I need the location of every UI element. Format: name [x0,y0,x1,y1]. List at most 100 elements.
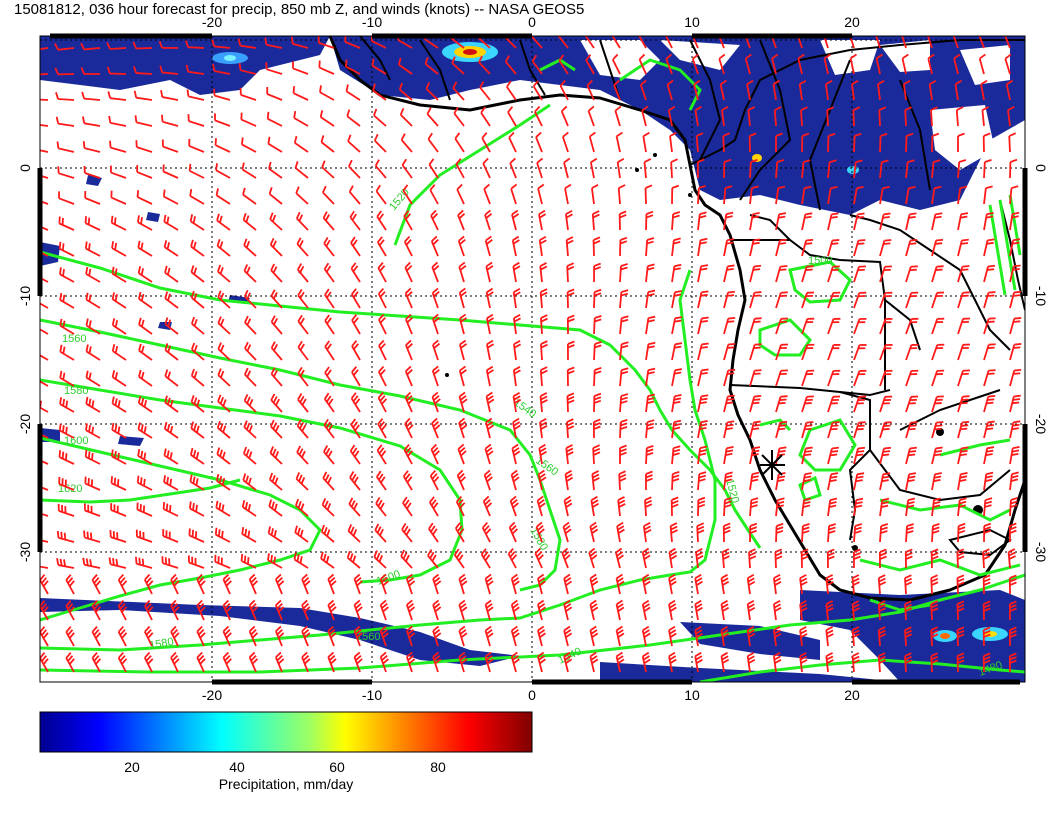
wind-barb [222,573,232,595]
wind-barb [539,392,548,413]
wind-barb [749,238,761,257]
wind-barb [954,79,962,101]
wind-barb [983,497,993,517]
wind-barb [485,261,494,283]
wind-barb [84,216,101,231]
wind-barb [376,210,387,231]
wind-barb [217,264,231,283]
wind-barb [721,548,730,569]
wind-barb [744,36,751,49]
contour-label: 1580 [148,636,174,652]
wind-barb [905,265,918,283]
wind-barb [294,525,309,543]
wind-barb [432,339,441,361]
wind-barb [643,158,652,179]
wind-barb [982,626,991,647]
wind-barb [586,79,595,101]
wind-barb [427,549,439,569]
wind-barb [775,265,788,283]
wind-barb [40,302,49,309]
wind-barb [429,184,439,205]
wind-barb [801,238,814,257]
wind-barb [40,380,49,387]
wind-barb [270,315,283,335]
wind-barb [348,159,361,179]
wind-barb [59,344,75,361]
wind-barb [956,574,965,595]
wind-barb [214,138,231,153]
wind-barb [645,263,655,283]
wind-barb [482,157,491,179]
wind-barb [109,140,127,153]
wind-barb [511,443,521,465]
wind-barb [133,66,153,75]
wind-barb [512,287,521,309]
wind-barb [241,162,257,179]
wind-barb [406,573,416,595]
wind-barb [270,419,283,439]
wind-barb [801,472,812,491]
wind-barb [875,53,883,75]
wind-barb [244,341,257,361]
wind-barb [749,420,761,439]
wind-barb [54,43,75,51]
wind-barb [297,288,309,309]
wind-barb [351,314,361,335]
wind-barb [534,547,544,569]
wind-barb [957,185,968,205]
wind-barb [560,105,569,127]
wind-barb [185,64,205,75]
wind-barb [879,212,891,231]
wind-barb [982,574,991,595]
wind-barb [85,396,101,413]
wind-barb [801,265,814,283]
wind-barb [509,495,519,517]
wind-barb [801,212,813,231]
wind-barb [190,316,205,335]
wind-barb [749,522,758,543]
wind-barb [319,110,335,127]
wind-barb [297,393,309,413]
wind-barb [645,210,654,231]
wind-barb [801,446,813,465]
wind-barb [377,287,387,309]
wind-barb [215,188,231,205]
wind-barb [240,137,257,153]
wind-barb [243,289,257,309]
wind-barb [824,80,833,101]
wind-barb [585,54,595,75]
wind-barb [111,318,127,335]
wind-barb [931,497,941,517]
wind-barb [694,105,702,127]
wind-barb [849,53,857,75]
wind-barb [297,340,309,361]
wind-barb [589,599,599,621]
wind-barb [91,600,102,621]
wind-barb [559,80,569,101]
contour-label: 1580 [64,385,88,397]
wind-barb [110,190,127,205]
wind-barb [237,38,257,49]
wind-barb [267,553,283,569]
wind-barb [275,599,285,621]
wind-barb [458,391,468,413]
wind-barb [593,314,602,335]
wind-barb [775,159,785,179]
wind-barb [1008,600,1017,621]
wind-barb [82,557,101,569]
wind-barb [170,651,180,673]
wind-barb [134,115,153,127]
wind-barb [59,318,75,335]
wind-barb [589,573,599,595]
wind-barb [853,395,867,413]
wind-barb [566,288,575,309]
wind-barb [270,289,283,309]
wind-barb [801,497,811,517]
wind-barb [927,36,933,49]
wind-barb [117,599,128,621]
wind-barb [671,342,683,361]
lon-labels-bottom: -20 -10 0 10 20 [202,687,860,703]
wind-barb [399,107,413,127]
wind-barb [694,625,703,647]
wind-barb [957,446,969,465]
